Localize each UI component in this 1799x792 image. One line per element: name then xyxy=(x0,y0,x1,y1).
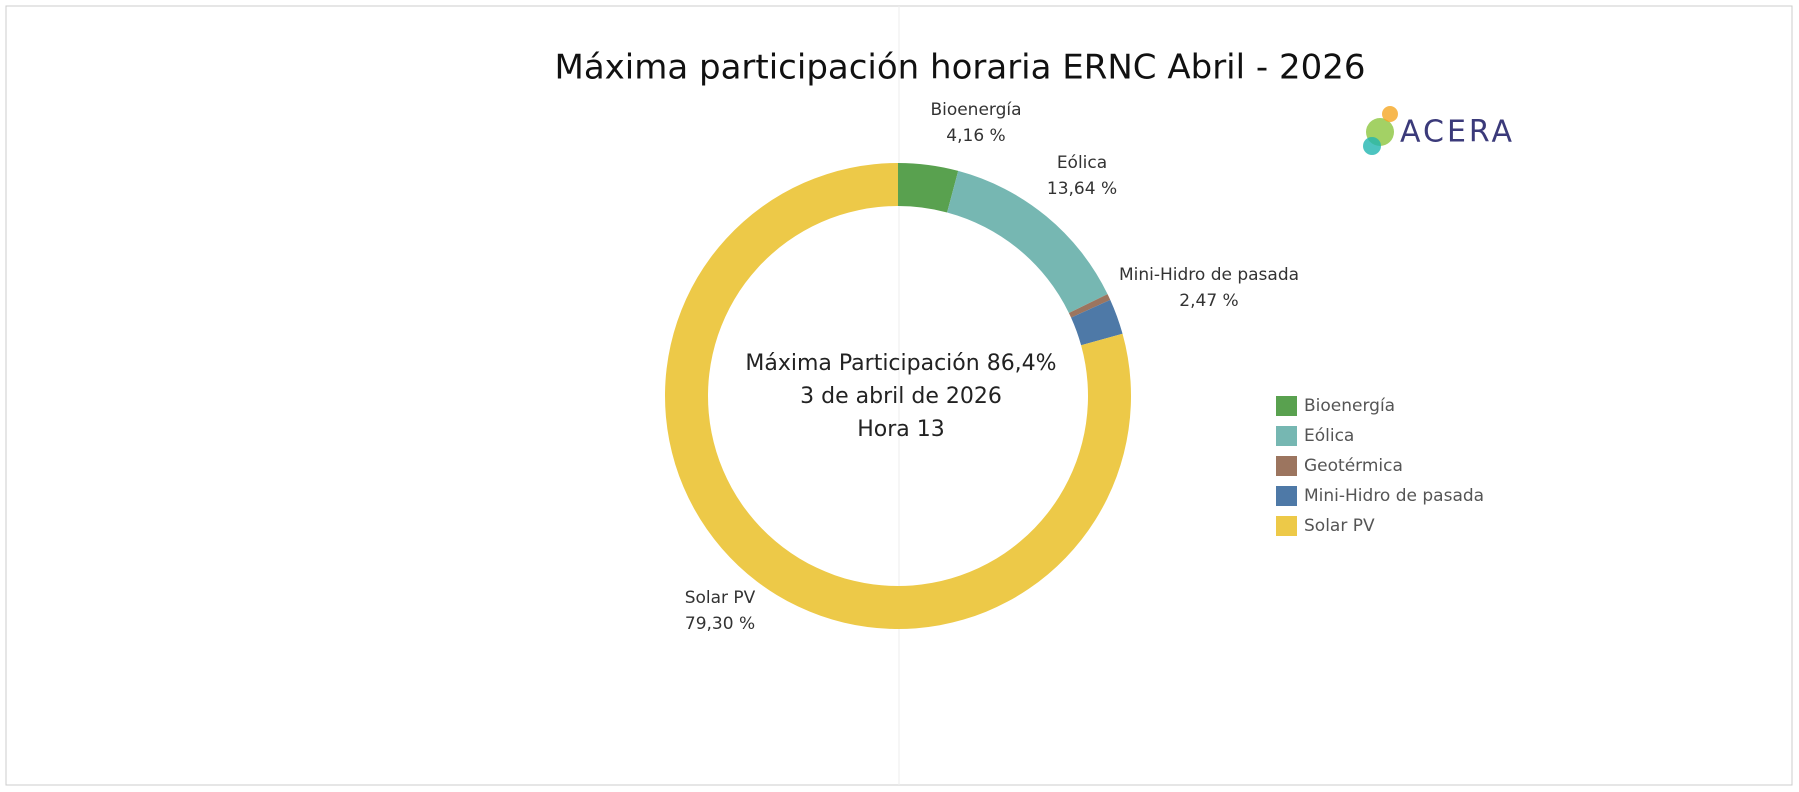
slice-value-label: 79,30 % xyxy=(685,614,755,634)
legend-swatch xyxy=(1276,396,1297,416)
slice-value-label: 13,64 % xyxy=(1047,179,1117,199)
donut-slice xyxy=(1071,299,1123,346)
logo-text: ACERA xyxy=(1400,115,1515,150)
slice-label: Solar PV xyxy=(685,588,756,608)
chart-title: Máxima participación horaria ERNC Abril … xyxy=(555,48,1366,88)
legend-label: Bioenergía xyxy=(1304,396,1395,416)
legend-label: Solar PV xyxy=(1304,516,1375,536)
legend-swatch xyxy=(1276,456,1297,476)
logo-icon xyxy=(1363,137,1381,155)
legend-label: Geotérmica xyxy=(1304,456,1403,476)
slice-label: Bioenergía xyxy=(930,100,1021,120)
donut-slice xyxy=(898,163,959,213)
slice-value-label: 4,16 % xyxy=(946,126,1005,146)
slice-label: Eólica xyxy=(1057,153,1107,173)
center-text: Máxima Participación 86,4% xyxy=(745,351,1056,376)
slice-value-label: 2,47 % xyxy=(1179,291,1238,311)
center-text: 3 de abril de 2026 xyxy=(800,384,1002,409)
logo: ACERA xyxy=(1363,106,1515,155)
logo-icon xyxy=(1382,106,1398,122)
donut-slice xyxy=(1068,294,1111,318)
legend-label: Mini-Hidro de pasada xyxy=(1304,486,1484,506)
legend-swatch xyxy=(1276,486,1297,506)
center-text: Hora 13 xyxy=(857,417,945,442)
donut-slice xyxy=(947,170,1108,313)
legend-swatch xyxy=(1276,426,1297,446)
legend-swatch xyxy=(1276,516,1297,536)
legend-label: Eólica xyxy=(1304,426,1354,446)
slice-label: Mini-Hidro de pasada xyxy=(1119,265,1299,285)
